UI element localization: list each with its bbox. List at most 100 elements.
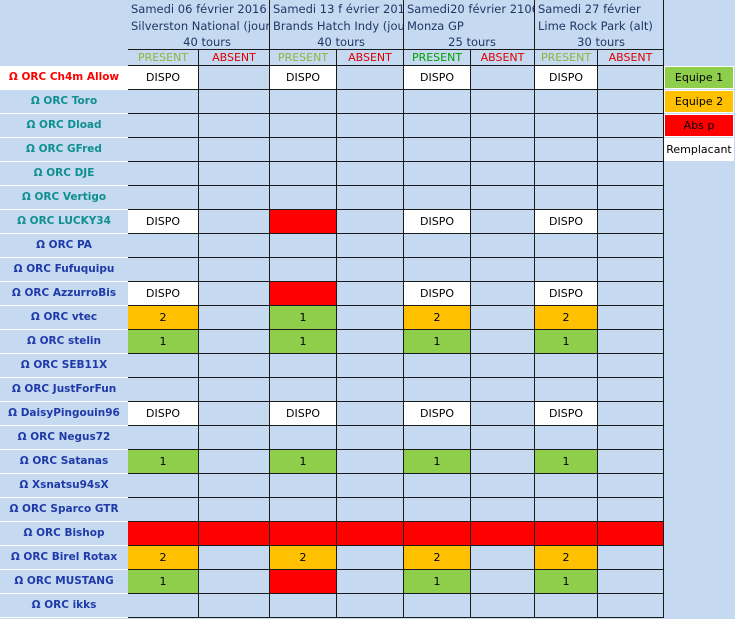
absent-cell[interactable] <box>199 138 270 162</box>
present-cell[interactable] <box>535 162 598 186</box>
absent-cell[interactable] <box>471 498 535 522</box>
present-cell[interactable]: 1 <box>270 330 337 354</box>
absent-cell[interactable] <box>199 234 270 258</box>
absent-cell[interactable] <box>199 570 270 594</box>
present-cell[interactable] <box>128 474 199 498</box>
absent-cell[interactable] <box>199 66 270 90</box>
present-cell[interactable]: DISPO <box>535 66 598 90</box>
present-cell[interactable] <box>270 498 337 522</box>
present-cell[interactable] <box>404 186 471 210</box>
absent-cell[interactable] <box>471 258 535 282</box>
absent-cell[interactable] <box>598 378 664 402</box>
absent-cell[interactable] <box>471 354 535 378</box>
absent-cell[interactable] <box>199 282 270 306</box>
present-cell[interactable] <box>535 474 598 498</box>
absent-cell[interactable] <box>199 258 270 282</box>
present-cell[interactable] <box>404 138 471 162</box>
absent-cell[interactable] <box>337 306 404 330</box>
absent-cell[interactable] <box>199 162 270 186</box>
present-cell[interactable] <box>270 186 337 210</box>
present-cell[interactable]: 1 <box>535 330 598 354</box>
absent-cell[interactable] <box>337 378 404 402</box>
absent-cell[interactable] <box>199 594 270 618</box>
present-cell[interactable] <box>128 138 199 162</box>
absent-cell[interactable] <box>471 522 535 546</box>
absent-cell[interactable] <box>471 330 535 354</box>
present-cell[interactable] <box>270 138 337 162</box>
present-cell[interactable]: DISPO <box>404 66 471 90</box>
present-cell[interactable] <box>270 522 337 546</box>
absent-cell[interactable] <box>598 162 664 186</box>
present-cell[interactable] <box>128 426 199 450</box>
present-cell[interactable] <box>270 90 337 114</box>
absent-cell[interactable] <box>337 258 404 282</box>
absent-cell[interactable] <box>199 330 270 354</box>
present-cell[interactable]: DISPO <box>270 402 337 426</box>
absent-cell[interactable] <box>598 570 664 594</box>
present-cell[interactable] <box>128 522 199 546</box>
absent-cell[interactable] <box>598 450 664 474</box>
present-cell[interactable]: 2 <box>535 546 598 570</box>
absent-cell[interactable] <box>598 234 664 258</box>
absent-cell[interactable] <box>471 138 535 162</box>
present-cell[interactable] <box>535 186 598 210</box>
absent-cell[interactable] <box>598 114 664 138</box>
absent-cell[interactable] <box>199 378 270 402</box>
present-cell[interactable]: 1 <box>535 570 598 594</box>
absent-cell[interactable] <box>337 354 404 378</box>
absent-cell[interactable] <box>199 474 270 498</box>
present-cell[interactable] <box>270 114 337 138</box>
present-cell[interactable]: DISPO <box>128 66 199 90</box>
absent-cell[interactable] <box>337 186 404 210</box>
absent-cell[interactable] <box>199 306 270 330</box>
present-cell[interactable] <box>270 234 337 258</box>
absent-cell[interactable] <box>199 210 270 234</box>
present-cell[interactable]: 1 <box>128 330 199 354</box>
present-cell[interactable]: DISPO <box>535 210 598 234</box>
absent-cell[interactable] <box>337 594 404 618</box>
absent-cell[interactable] <box>337 426 404 450</box>
present-cell[interactable] <box>404 114 471 138</box>
absent-cell[interactable] <box>199 186 270 210</box>
absent-cell[interactable] <box>598 594 664 618</box>
absent-cell[interactable] <box>471 186 535 210</box>
present-cell[interactable]: DISPO <box>128 210 199 234</box>
present-cell[interactable] <box>128 162 199 186</box>
present-cell[interactable] <box>535 354 598 378</box>
absent-cell[interactable] <box>199 354 270 378</box>
present-cell[interactable]: DISPO <box>404 282 471 306</box>
absent-cell[interactable] <box>471 426 535 450</box>
absent-cell[interactable] <box>471 234 535 258</box>
absent-cell[interactable] <box>598 210 664 234</box>
absent-cell[interactable] <box>337 90 404 114</box>
present-cell[interactable] <box>270 210 337 234</box>
absent-cell[interactable] <box>337 450 404 474</box>
absent-cell[interactable] <box>471 546 535 570</box>
absent-cell[interactable] <box>598 330 664 354</box>
absent-cell[interactable] <box>337 498 404 522</box>
present-cell[interactable] <box>270 162 337 186</box>
absent-cell[interactable] <box>471 282 535 306</box>
present-cell[interactable] <box>535 522 598 546</box>
present-cell[interactable]: DISPO <box>404 210 471 234</box>
absent-cell[interactable] <box>337 474 404 498</box>
absent-cell[interactable] <box>337 138 404 162</box>
absent-cell[interactable] <box>598 306 664 330</box>
absent-cell[interactable] <box>199 522 270 546</box>
present-cell[interactable] <box>404 258 471 282</box>
absent-cell[interactable] <box>337 402 404 426</box>
present-cell[interactable]: 1 <box>270 306 337 330</box>
absent-cell[interactable] <box>337 114 404 138</box>
absent-cell[interactable] <box>471 474 535 498</box>
absent-cell[interactable] <box>471 114 535 138</box>
absent-cell[interactable] <box>337 546 404 570</box>
present-cell[interactable] <box>128 354 199 378</box>
absent-cell[interactable] <box>337 234 404 258</box>
present-cell[interactable] <box>535 378 598 402</box>
absent-cell[interactable] <box>471 66 535 90</box>
present-cell[interactable] <box>535 258 598 282</box>
absent-cell[interactable] <box>471 450 535 474</box>
present-cell[interactable] <box>270 282 337 306</box>
absent-cell[interactable] <box>337 330 404 354</box>
present-cell[interactable] <box>128 114 199 138</box>
